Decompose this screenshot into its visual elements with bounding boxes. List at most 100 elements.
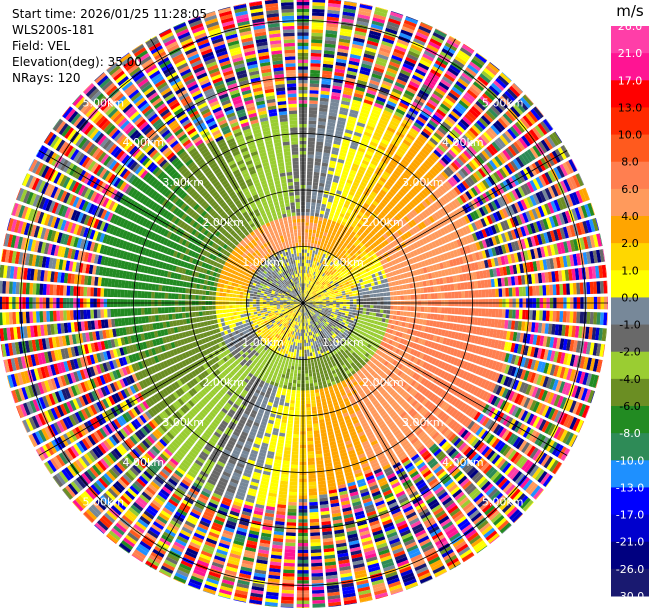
velocity-gate [314, 268, 317, 273]
velocity-gate [325, 183, 331, 189]
velocity-gate [345, 157, 353, 163]
velocity-gate [311, 256, 314, 261]
velocity-gate [352, 293, 357, 297]
velocity-gate [390, 11, 404, 16]
velocity-gate [457, 291, 462, 299]
velocity-gate [331, 220, 337, 226]
velocity-gate [423, 50, 436, 59]
velocity-gate [368, 33, 381, 40]
velocity-gate [354, 27, 368, 34]
velocity-gate [373, 66, 385, 74]
velocity-gate [362, 134, 371, 141]
velocity-gate [399, 285, 404, 290]
velocity-gate [379, 313, 384, 318]
velocity-gate [346, 304, 350, 307]
velocity-gate [308, 232, 312, 237]
velocity-gate [505, 309, 510, 319]
velocity-gate [355, 175, 362, 181]
velocity-gate [357, 118, 367, 125]
velocity-gate [395, 315, 400, 321]
velocity-gate [328, 167, 335, 172]
velocity-gate [332, 298, 337, 301]
velocity-gate [357, 169, 365, 175]
velocity-gate [417, 306, 421, 312]
velocity-gate [335, 296, 340, 299]
velocity-gate [401, 66, 413, 74]
velocity-gate [364, 284, 369, 288]
velocity-gate [394, 45, 407, 53]
velocity-gate [360, 3, 373, 7]
velocity-gate [350, 106, 360, 112]
velocity-gate [440, 314, 445, 321]
velocity-gate [399, 32, 412, 40]
velocity-gate [359, 310, 363, 314]
velocity-gate [444, 307, 449, 314]
velocity-gate [307, 164, 314, 169]
velocity-gate [355, 125, 365, 131]
velocity-gate [407, 83, 419, 92]
velocity-gate [304, 283, 306, 287]
velocity-gate [311, 253, 315, 258]
velocity-gate [380, 138, 390, 146]
velocity-gate [312, 2, 326, 7]
velocity-gate [304, 293, 306, 297]
velocity-gate [358, 10, 371, 17]
velocity-gate [429, 38, 443, 47]
velocity-gate [317, 223, 322, 228]
velocity-gate [569, 283, 574, 295]
velocity-gate [307, 263, 311, 267]
velocity-gate [327, 219, 332, 224]
velocity-gate [319, 97, 329, 102]
velocity-gate [319, 245, 323, 250]
velocity-gate [315, 258, 319, 262]
velocity-gate [304, 266, 306, 270]
velocity-gate [356, 121, 366, 128]
velocity-gate [344, 289, 349, 293]
velocity-gate [599, 280, 604, 294]
velocity-gate [343, 164, 351, 170]
velocity-gate [434, 307, 438, 313]
velocity-gate [305, 269, 308, 274]
velocity-gate [579, 282, 584, 295]
velocity-gate [310, 49, 322, 54]
velocity-gate [318, 111, 328, 116]
velocity-gate [365, 46, 377, 53]
velocity-gate [323, 232, 328, 237]
velocity-gate [306, 283, 309, 288]
velocity-gate [332, 178, 339, 184]
velocity-gate [389, 14, 403, 22]
velocity-gate [569, 311, 574, 323]
velocity-gate [342, 11, 356, 17]
velocity-gate [314, 168, 320, 173]
velocity-gate [491, 308, 496, 318]
velocity-gate [341, 312, 346, 316]
velocity-gate [311, 198, 317, 203]
velocity-gate [340, 24, 353, 31]
velocity-gate [330, 242, 335, 247]
velocity-gate [362, 102, 372, 109]
velocity-gate [336, 230, 342, 235]
velocity-gate [423, 287, 428, 293]
velocity-gate [344, 83, 354, 90]
velocity-gate [332, 228, 338, 233]
velocity-gate [328, 230, 333, 235]
velocity-gate [344, 132, 353, 138]
velocity-gate [382, 80, 393, 88]
velocity-gate [346, 73, 357, 80]
velocity-gate [316, 230, 320, 235]
velocity-gate [307, 269, 309, 274]
velocity-gate [308, 110, 318, 115]
velocity-gate [339, 34, 351, 41]
velocity-gate [414, 68, 427, 77]
velocity-gate [386, 126, 396, 134]
velocity-gate [343, 1, 357, 7]
velocity-gate [342, 14, 355, 21]
velocity-gate [352, 309, 357, 313]
velocity-gate [305, 266, 308, 270]
velocity-gate [359, 307, 364, 311]
velocity-gate [356, 20, 369, 27]
velocity-gate [327, 198, 334, 203]
velocity-gate [443, 284, 448, 292]
velocity-gate [400, 295, 405, 300]
velocity-gate [358, 184, 366, 191]
